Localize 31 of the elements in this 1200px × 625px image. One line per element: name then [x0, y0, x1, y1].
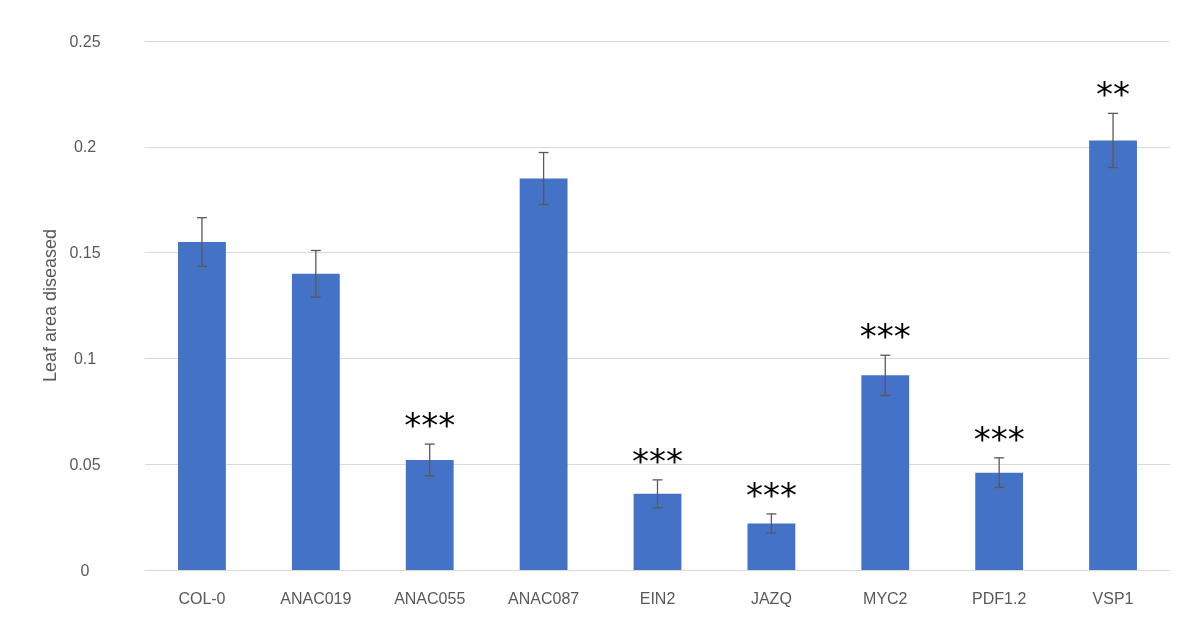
x-tick-label: ANAC055	[394, 589, 466, 607]
x-tick-label: PDF1.2	[972, 589, 1027, 607]
y-tick-label: 0.15	[69, 244, 101, 262]
bar	[405, 459, 454, 570]
y-tick-label: 0.2	[73, 138, 97, 156]
x-tick-label: VSP1	[1092, 589, 1134, 607]
x-tick-label: COL-0	[178, 589, 226, 607]
x-tick-label: ANAC087	[508, 589, 580, 607]
y-tick-label: 0.25	[69, 32, 101, 50]
annotation: ***	[745, 474, 797, 515]
annotation: **	[1096, 74, 1131, 115]
bar	[861, 375, 910, 570]
bar	[975, 472, 1024, 570]
y-tick-label: 0.05	[69, 455, 101, 473]
bar	[519, 178, 568, 570]
x-tick-label: JAZQ	[750, 589, 792, 607]
annotation: ***	[973, 418, 1025, 459]
y-tick-label: 0	[80, 561, 90, 579]
bar	[633, 493, 682, 570]
bar	[178, 242, 226, 570]
x-tick-label: MYC2	[863, 589, 908, 607]
bar	[747, 523, 796, 570]
annotation: ***	[859, 316, 911, 357]
bar	[291, 273, 340, 570]
annotation: ***	[632, 440, 683, 481]
bar	[1089, 140, 1137, 570]
x-tick-label: EIN2	[639, 589, 676, 607]
annotation: ***	[404, 405, 456, 446]
x-tick-label: ANAC019	[280, 589, 352, 607]
y-tick-label: 0.1	[73, 349, 97, 367]
y-axis-title: Leaf area diseased	[39, 228, 60, 383]
